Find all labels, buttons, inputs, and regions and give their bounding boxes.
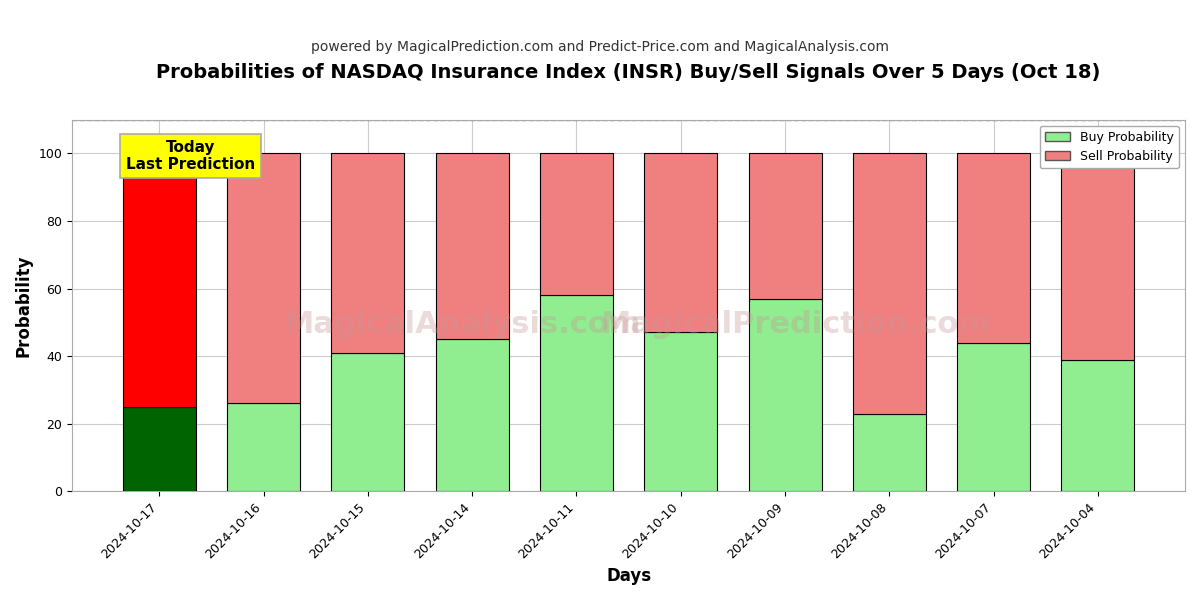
Text: powered by MagicalPrediction.com and Predict-Price.com and MagicalAnalysis.com: powered by MagicalPrediction.com and Pre… xyxy=(311,40,889,54)
Bar xyxy=(1062,359,1134,491)
Bar xyxy=(749,299,822,491)
X-axis label: Days: Days xyxy=(606,567,652,585)
Bar xyxy=(749,154,822,299)
Bar xyxy=(227,154,300,403)
Bar xyxy=(436,154,509,339)
Bar xyxy=(122,407,196,491)
Bar xyxy=(1062,154,1134,359)
Bar xyxy=(853,154,926,413)
Title: Probabilities of NASDAQ Insurance Index (INSR) Buy/Sell Signals Over 5 Days (Oct: Probabilities of NASDAQ Insurance Index … xyxy=(156,63,1100,82)
Legend: Buy Probability, Sell Probability: Buy Probability, Sell Probability xyxy=(1040,126,1178,168)
Bar xyxy=(958,154,1030,343)
Bar xyxy=(644,332,718,491)
Bar xyxy=(331,154,404,353)
Bar xyxy=(644,154,718,332)
Bar xyxy=(540,295,613,491)
Bar xyxy=(540,154,613,295)
Bar xyxy=(122,154,196,407)
Y-axis label: Probability: Probability xyxy=(16,254,34,357)
Text: Today
Last Prediction: Today Last Prediction xyxy=(126,140,256,172)
Bar xyxy=(436,339,509,491)
Text: MagicalPrediction.com: MagicalPrediction.com xyxy=(600,310,990,338)
Bar xyxy=(958,343,1030,491)
Bar xyxy=(331,353,404,491)
Bar xyxy=(853,413,926,491)
Bar xyxy=(227,403,300,491)
Text: MagicalAnalysis.com: MagicalAnalysis.com xyxy=(283,310,641,338)
